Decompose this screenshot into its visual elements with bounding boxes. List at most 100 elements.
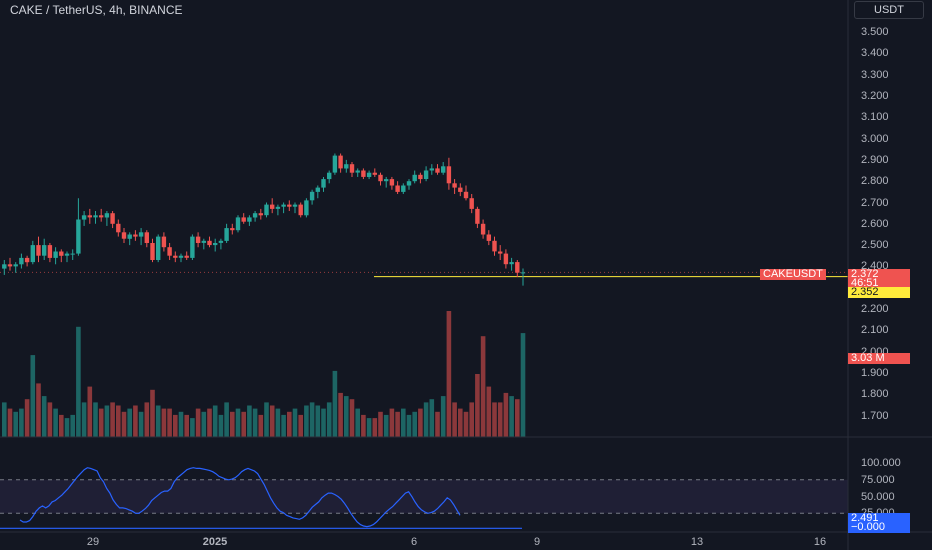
candle-body: [486, 234, 491, 241]
candle-body: [235, 217, 241, 231]
rsi-line: [19, 467, 461, 528]
candle-body: [138, 232, 144, 237]
volume-bar: [76, 326, 81, 438]
volume-bar: [258, 414, 264, 437]
volume-bar: [344, 396, 349, 438]
volume-bar: [81, 402, 87, 438]
candles-layer: [0, 153, 848, 286]
candle-body: [344, 164, 349, 169]
volume-bar: [269, 405, 275, 437]
candle-body: [435, 168, 440, 173]
volume-bar: [520, 333, 526, 437]
volume-bar: [321, 408, 326, 437]
candle-body: [30, 245, 35, 263]
volume-bar: [338, 392, 343, 437]
time-tick: 9: [533, 536, 541, 548]
volume-bar: [195, 408, 201, 437]
price-tick: 2.800: [861, 175, 889, 188]
volume-bar: [497, 402, 503, 438]
volume-bar: [190, 418, 195, 437]
volume-bar: [275, 408, 281, 437]
volume-bar: [104, 405, 110, 437]
rsi-band: [0, 479, 848, 514]
candle-body: [53, 251, 58, 258]
candle-body: [395, 185, 400, 192]
volume-bar: [252, 408, 258, 437]
candle-body: [463, 191, 469, 199]
candle-body: [178, 255, 184, 258]
candle-body: [150, 243, 155, 260]
candle-body: [270, 204, 275, 209]
volume-bar: [480, 336, 486, 437]
candle-body: [99, 215, 104, 218]
volume-bar: [389, 408, 395, 437]
volume-bar: [36, 383, 41, 437]
candle-body: [321, 179, 326, 188]
candle-body: [503, 253, 509, 265]
volume-bar: [13, 411, 18, 437]
volume-bar: [401, 408, 406, 437]
candle-body: [355, 170, 360, 173]
candle-body: [87, 215, 92, 218]
candle-body: [76, 219, 81, 254]
volume-bar: [235, 408, 241, 437]
candle-body: [230, 228, 235, 231]
candle-body: [315, 187, 320, 192]
candle-body: [161, 236, 167, 248]
candle-body: [492, 240, 497, 252]
candle-body: [406, 181, 412, 186]
time-tick: 2025: [202, 536, 228, 548]
candle-body: [378, 174, 383, 182]
candle-body: [298, 204, 303, 216]
volume-bar: [144, 402, 150, 438]
candle-body: [116, 223, 121, 233]
candle-body: [2, 264, 7, 269]
candle-body: [515, 262, 520, 273]
price-tick: 2.600: [861, 217, 889, 230]
volume-bar: [281, 414, 286, 437]
candle-body: [304, 200, 309, 216]
volume-bar: [161, 408, 167, 437]
price-tick: 2.500: [861, 239, 889, 252]
time-tick: 6: [410, 536, 418, 548]
volume-bar: [355, 408, 360, 437]
volume-bar: [24, 399, 30, 437]
candle-body: [93, 215, 98, 218]
candle-body: [389, 179, 395, 186]
price-tick: 3.000: [861, 132, 889, 145]
volume-bar: [87, 386, 93, 437]
volume-bar: [469, 402, 474, 438]
last-price-tag: 2.372: [848, 269, 910, 280]
volume-bar: [30, 355, 36, 437]
candle-body: [167, 247, 172, 256]
volume-bar: [2, 402, 7, 438]
candle-body: [327, 172, 332, 180]
candle-body: [252, 213, 258, 218]
volume-bar: [64, 418, 70, 437]
candle-body: [338, 155, 343, 169]
volume-bar: [178, 411, 184, 437]
volume-bar: [70, 414, 75, 437]
volume-bar: [475, 374, 480, 437]
candle-body: [218, 240, 224, 243]
candle-body: [104, 213, 110, 218]
symbol-tag: CAKEUSDT: [760, 269, 826, 280]
candle-body: [401, 185, 406, 192]
candle-body: [195, 236, 201, 243]
candle-body: [47, 245, 53, 258]
volume-bar: [515, 399, 520, 437]
candle-body: [70, 253, 75, 255]
candle-body: [281, 204, 286, 207]
volume-bar: [383, 414, 389, 437]
volume-bar: [247, 405, 252, 437]
candle-body: [241, 217, 246, 222]
price-tick: 3.300: [861, 68, 889, 81]
volume-bar: [492, 402, 497, 438]
volume-bar: [292, 408, 298, 437]
currency-button[interactable]: USDT: [854, 1, 924, 19]
price-tick: 2.200: [861, 303, 889, 315]
candle-body: [247, 217, 252, 222]
volume-bar: [440, 396, 446, 438]
volume-bar: [361, 414, 366, 437]
